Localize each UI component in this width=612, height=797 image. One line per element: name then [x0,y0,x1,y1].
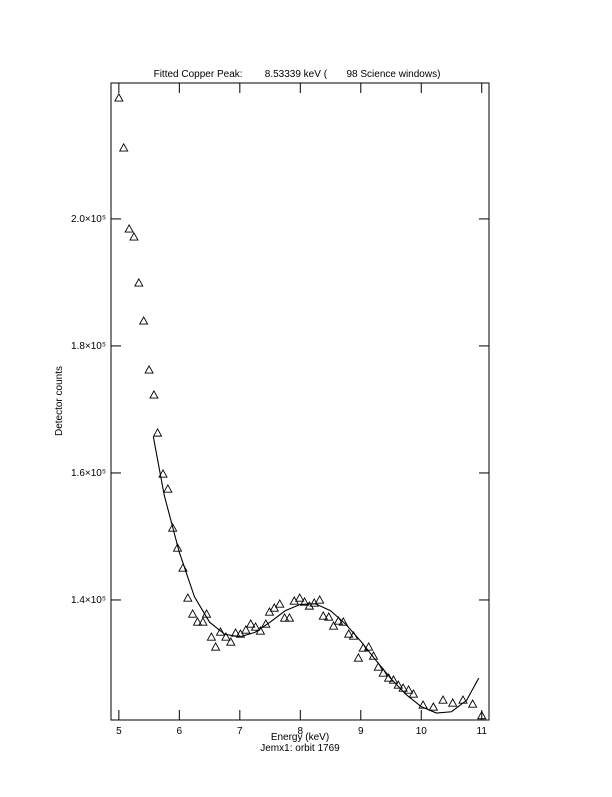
data-point [343,629,354,638]
x-tick-label: 11 [477,726,488,737]
data-point [172,543,183,552]
y-tick-label: 1.6×10⁵ [71,468,106,479]
data-point [144,364,154,374]
data-point [378,668,388,677]
data-point [338,617,349,626]
data-point [129,231,139,241]
subtitle: Jemx1: orbit 1769 [260,743,340,754]
x-axis-label: Energy (keV) [271,732,329,743]
chart-title: Fitted Copper Peak: 8.53339 keV ( 98 Sci… [154,69,441,80]
data-point [210,642,221,651]
data-point [318,611,329,620]
data-point [467,699,478,708]
data-point [167,523,178,532]
data-point [314,595,325,604]
data-point [353,653,364,662]
data-point [250,622,261,631]
data-point [198,617,208,626]
data-point [152,428,163,437]
data-point [183,593,193,602]
x-tick-label: 9 [358,726,364,737]
data-point [235,629,246,638]
plot-frame [110,82,490,721]
data-point [333,616,344,625]
data-point [241,625,251,634]
data-point [294,593,305,602]
x-tick-label: 10 [416,726,428,737]
x-tick-label: 7 [237,726,243,737]
data-point [245,619,256,628]
x-tick-label: 5 [116,726,122,737]
data-point [373,662,384,671]
data-point [215,627,226,636]
data-point [158,469,168,478]
data-point [206,632,217,641]
data-point [476,710,487,720]
x-tick-label: 6 [177,726,183,737]
data-point [114,92,124,102]
data-point [408,689,419,698]
data-point [284,613,295,622]
data-point [458,695,468,704]
data-point [192,617,203,626]
data-point [274,599,285,608]
y-tick-label: 2.0×10⁵ [71,214,106,225]
data-point [323,612,334,621]
data-point [279,613,290,622]
data-point [304,601,315,610]
data-point [124,223,134,233]
data-point [187,609,198,618]
data-point [225,637,236,646]
data-point [138,315,149,325]
data-point [299,597,310,606]
data-point [403,685,414,694]
y-axis-label: Detector counts [54,366,65,436]
data-point [149,389,159,399]
data-point [328,621,339,630]
data-point [428,702,439,711]
data-point [438,695,448,704]
y-tick-label: 1.4×10⁵ [71,595,106,606]
x-tick-label: 8 [298,726,304,737]
data-point [134,277,144,287]
data-point [221,632,231,641]
data-point [363,642,374,651]
y-tick-label: 1.8×10⁵ [71,341,106,352]
data-point [118,142,129,152]
data-point [447,698,458,707]
fit-line [152,436,480,714]
data-point [418,700,428,709]
data-point [163,484,173,493]
